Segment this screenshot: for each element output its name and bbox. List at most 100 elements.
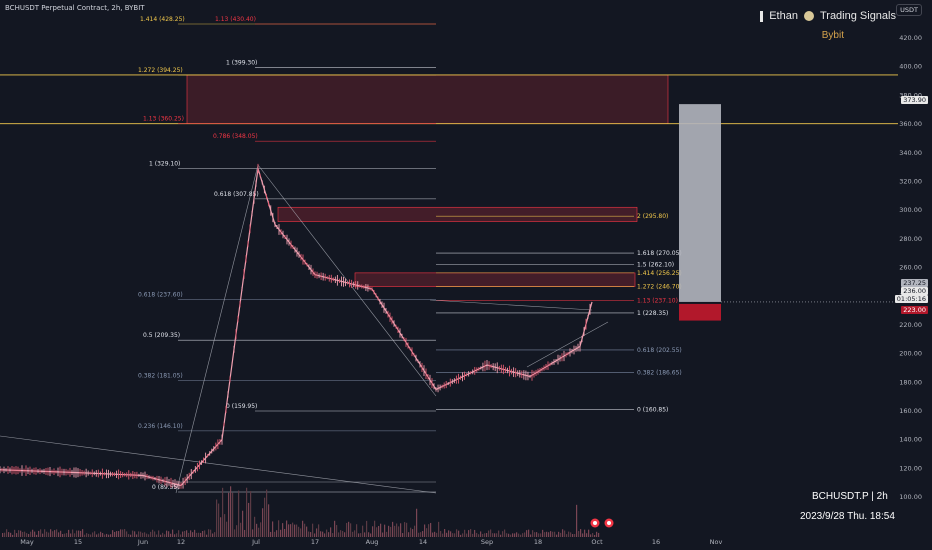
volume-bar (438, 521, 440, 537)
volume-bar (350, 523, 352, 537)
fib-label: 1 (399.30) (226, 60, 257, 67)
volume-bar (582, 533, 584, 537)
volume-bar (72, 529, 74, 537)
volume-bar (414, 525, 416, 537)
volume-bar (466, 533, 468, 537)
volume-bar (588, 529, 590, 537)
volume-bar (214, 532, 216, 537)
volume-bar (594, 534, 596, 537)
volume-bar (500, 534, 502, 537)
volume-bar (20, 530, 22, 537)
fib-label: 0.382 (186.65) (637, 370, 682, 377)
volume-bar (122, 529, 124, 537)
volume-bar (550, 531, 552, 537)
volume-bar (580, 529, 582, 537)
volume-bar (126, 531, 128, 537)
volume-bar (94, 531, 96, 537)
volume-bar (224, 514, 226, 537)
zone-box (277, 206, 638, 222)
volume-bar (244, 529, 246, 537)
volume-bar (254, 516, 256, 537)
volume-bar (44, 529, 46, 537)
volume-bar (314, 533, 316, 537)
volume-bar (124, 529, 126, 537)
volume-bar (558, 531, 560, 537)
volume-bar (450, 531, 452, 537)
volume-bar (556, 534, 558, 537)
volume-bar (560, 532, 562, 537)
volume-bar (370, 533, 372, 537)
volume-bar (120, 529, 122, 537)
volume-bar (592, 533, 594, 537)
x-tick-label: 12 (177, 538, 185, 546)
volume-bar (84, 534, 86, 537)
trend-line (175, 164, 259, 494)
fib-label: 1.13 (360.25) (143, 116, 184, 123)
volume-bar (568, 531, 570, 537)
volume-bar (12, 534, 14, 537)
volume-bar (474, 529, 476, 537)
volume-bar (276, 530, 278, 537)
volume-bar (96, 534, 98, 537)
volume-bar (364, 532, 366, 537)
volume-bar (290, 524, 292, 537)
zone-box (186, 74, 669, 125)
y-tick-label: 120.00 (899, 464, 922, 472)
target-box (679, 104, 721, 302)
volume-bar (198, 532, 200, 537)
volume-bar (386, 531, 388, 537)
volume-bar (564, 530, 566, 537)
volume-bar (6, 529, 8, 537)
volume-bar (508, 533, 510, 537)
volume-bar (64, 533, 66, 537)
volume-bar (152, 529, 154, 537)
volume-bar (134, 531, 136, 537)
countdown-label: 01:05:16 (894, 295, 928, 303)
volume-bar (40, 529, 42, 537)
volume-bar (218, 503, 220, 537)
volume-bar (174, 534, 176, 537)
volume-bar (572, 534, 574, 537)
volume-bar (278, 520, 280, 537)
volume-bar (34, 531, 36, 537)
y-tick-label: 220.00 (899, 321, 922, 329)
volume-bar (374, 520, 376, 537)
volume-bar (18, 530, 20, 537)
x-tick-label: 18 (534, 538, 542, 546)
volume-bar (30, 531, 32, 537)
volume-bar (362, 525, 364, 537)
volume-bar (202, 530, 204, 537)
y-tick-label: 360.00 (899, 120, 922, 128)
volume-bar (128, 534, 130, 537)
position-layer (590, 104, 898, 528)
volume-bar (148, 534, 150, 537)
volume-bar (280, 529, 282, 537)
event-marker-dot-icon (607, 521, 611, 525)
volume-bar (86, 533, 88, 537)
volume-bar (544, 532, 546, 537)
currency-button[interactable]: USDT (896, 4, 922, 16)
volume-bar (306, 526, 308, 537)
price-layer (0, 163, 593, 490)
volume-bar (596, 531, 598, 537)
volume-bar (366, 520, 368, 537)
zones-layer (0, 74, 898, 287)
volume-bar (266, 489, 268, 537)
y-tick-label: 100.00 (899, 493, 922, 501)
volume-bar (286, 520, 288, 537)
volume-bar (104, 534, 106, 537)
volume-bar (302, 520, 304, 537)
stop-box (679, 303, 721, 321)
volume-bar (172, 529, 174, 537)
chart-title: BCHUSDT Perpetual Contract, 2h, BYBIT (5, 4, 145, 12)
volume-bar (74, 533, 76, 537)
volume-bar (340, 530, 342, 537)
volume-bar (468, 530, 470, 537)
volume-bar (162, 532, 164, 537)
y-tick-label: 280.00 (899, 235, 922, 243)
volume-bar (530, 534, 532, 537)
volume-bar (186, 530, 188, 537)
brand-block: Ethan Trading Signals (760, 10, 896, 22)
volume-bar (232, 492, 234, 537)
